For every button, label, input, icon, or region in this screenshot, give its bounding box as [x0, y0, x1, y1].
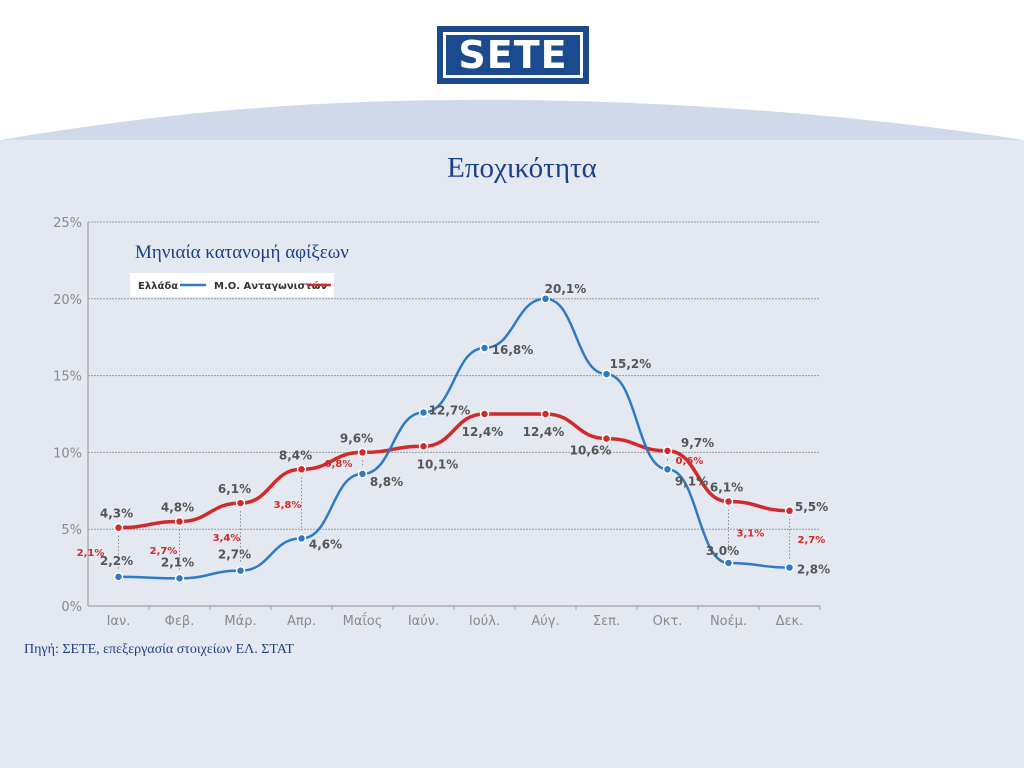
- data-label-competitors: 4,3%: [100, 507, 133, 521]
- difference-label: 0,8%: [325, 459, 353, 470]
- y-tick-label: 5%: [61, 523, 82, 538]
- x-tick-label: Ιούλ.: [469, 614, 500, 629]
- difference-label: 2,1%: [77, 548, 105, 559]
- y-tick-label: 20%: [53, 293, 82, 308]
- difference-label: 3,1%: [737, 528, 765, 539]
- data-label-greece: 3,0%: [706, 544, 739, 558]
- y-axis: 0% 5% 10% 15% 20% 25%: [53, 216, 82, 615]
- data-point-greece: [662, 464, 673, 475]
- data-point-competitors: [723, 496, 734, 507]
- data-point-greece: [540, 294, 551, 304]
- data-label-competitors: 10,6%: [570, 444, 612, 458]
- difference-label: 2,7%: [798, 535, 826, 546]
- difference-markers: 2,1% 2,7%3,4%3,8%0,8% 0,6%3,1%2,7%: [77, 456, 826, 571]
- data-label-competitors: 9,6%: [340, 431, 373, 445]
- data-point-greece: [479, 343, 490, 353]
- data-label-competitors: 6,1%: [710, 481, 743, 495]
- data-point-greece: [357, 469, 368, 479]
- data-label-competitors: 9,7%: [681, 436, 714, 450]
- difference-label: 2,7%: [150, 546, 178, 557]
- data-label-greece: 15,2%: [610, 357, 652, 371]
- data-label-greece: 16,8%: [492, 343, 534, 357]
- data-label-competitors: 5,5%: [795, 500, 828, 514]
- data-point-greece: [784, 562, 795, 573]
- y-tick-label: 25%: [53, 216, 82, 231]
- data-label-competitors: 6,1%: [218, 482, 251, 496]
- data-label-greece: 12,7%: [429, 403, 471, 417]
- series-line-greece: [118, 297, 790, 580]
- data-label-competitors: 12,4%: [523, 425, 565, 439]
- legend-label-competitors: Μ.Ο. Ανταγωνιστών: [214, 280, 327, 292]
- data-label-greece: 2,7%: [218, 548, 251, 562]
- data-label-greece: 20,1%: [545, 282, 587, 296]
- x-tick-label: Απρ.: [287, 614, 316, 629]
- data-label-greece: 4,6%: [309, 537, 342, 551]
- x-tick-label: Δεκ.: [776, 614, 804, 629]
- chart-subtitle: Μηνιαία κατανομή αφίξεων: [135, 242, 349, 263]
- data-label-greece: 9,1%: [675, 474, 708, 488]
- difference-label: 3,8%: [274, 500, 302, 511]
- data-point-competitors: [479, 409, 490, 419]
- logo-text: SETE: [443, 32, 583, 78]
- data-labels: 2,2% 2,1%2,7%4,6%8,8%12,7%16,8%20,1%15,2%…: [100, 282, 830, 577]
- data-point-greece: [723, 558, 734, 568]
- y-tick-label: 10%: [53, 446, 82, 461]
- content-panel: [0, 140, 1024, 768]
- legend: Ελλάδα Μ.Ο. Ανταγωνιστών: [130, 273, 334, 297]
- data-point-competitors: [418, 441, 429, 452]
- data-point-competitors: [662, 446, 673, 456]
- x-tick-label: Νοέμ.: [710, 614, 747, 629]
- data-label-competitors: 12,4%: [462, 425, 504, 439]
- data-point-competitors: [784, 506, 795, 516]
- x-tick-label: Ιαν.: [107, 614, 131, 629]
- data-label-competitors: 10,1%: [417, 457, 459, 471]
- x-tick-label: Μάρ.: [224, 614, 256, 629]
- x-tick-label: Μαΐος: [343, 613, 383, 629]
- x-tick-label: Οκτ.: [653, 614, 683, 629]
- data-point-competitors: [174, 516, 185, 527]
- data-point-competitors: [540, 409, 551, 419]
- difference-label: 3,4%: [213, 533, 241, 544]
- legend-label-greece: Ελλάδα: [138, 280, 178, 292]
- y-tick-label: 0%: [61, 600, 82, 615]
- legend-box: [130, 273, 334, 297]
- data-point-competitors: [601, 433, 612, 444]
- data-point-competitors: [296, 464, 307, 475]
- sete-logo: SETE: [437, 26, 589, 84]
- x-tick-label: Φεβ.: [165, 614, 195, 629]
- data-point-greece: [235, 565, 246, 576]
- data-point-greece: [296, 533, 307, 544]
- x-tick-label: Ιαύν.: [408, 614, 439, 629]
- data-point-competitors: [113, 522, 124, 533]
- page-title: Εποχικότητα: [447, 152, 597, 184]
- series-lines: [113, 294, 795, 584]
- data-label-competitors: 4,8%: [161, 501, 194, 515]
- data-point-competitors: [235, 498, 246, 508]
- data-point-greece: [174, 573, 185, 584]
- data-label-greece: 2,8%: [797, 563, 830, 577]
- data-point-greece: [601, 369, 612, 379]
- x-axis: Ιαν. Φεβ. Μάρ. Απρ. Μαΐος Ιαύν. Ιούλ. Αύγ. Σεπ. Ο…: [107, 606, 821, 629]
- x-tick-label: Σεπ.: [593, 614, 620, 629]
- data-point-greece: [113, 572, 124, 582]
- data-label-greece: 8,8%: [370, 475, 403, 489]
- data-label-greece: 2,1%: [161, 555, 194, 569]
- x-tick-label: Αύγ.: [531, 614, 559, 629]
- data-point-competitors: [357, 447, 368, 458]
- y-tick-label: 15%: [53, 370, 82, 385]
- data-label-competitors: 8,4%: [279, 448, 312, 462]
- source-note: Πηγή: ΣΕΤΕ, επεξεργασία στοιχείων ΕΛ. ΣΤ…: [24, 642, 294, 657]
- seasonality-chart: Μηνιαία κατανομή αφίξεων 0% 5% 10% 15% 20% 25…: [53, 216, 830, 629]
- data-label-greece: 2,2%: [100, 554, 133, 568]
- data-point-greece: [418, 407, 429, 418]
